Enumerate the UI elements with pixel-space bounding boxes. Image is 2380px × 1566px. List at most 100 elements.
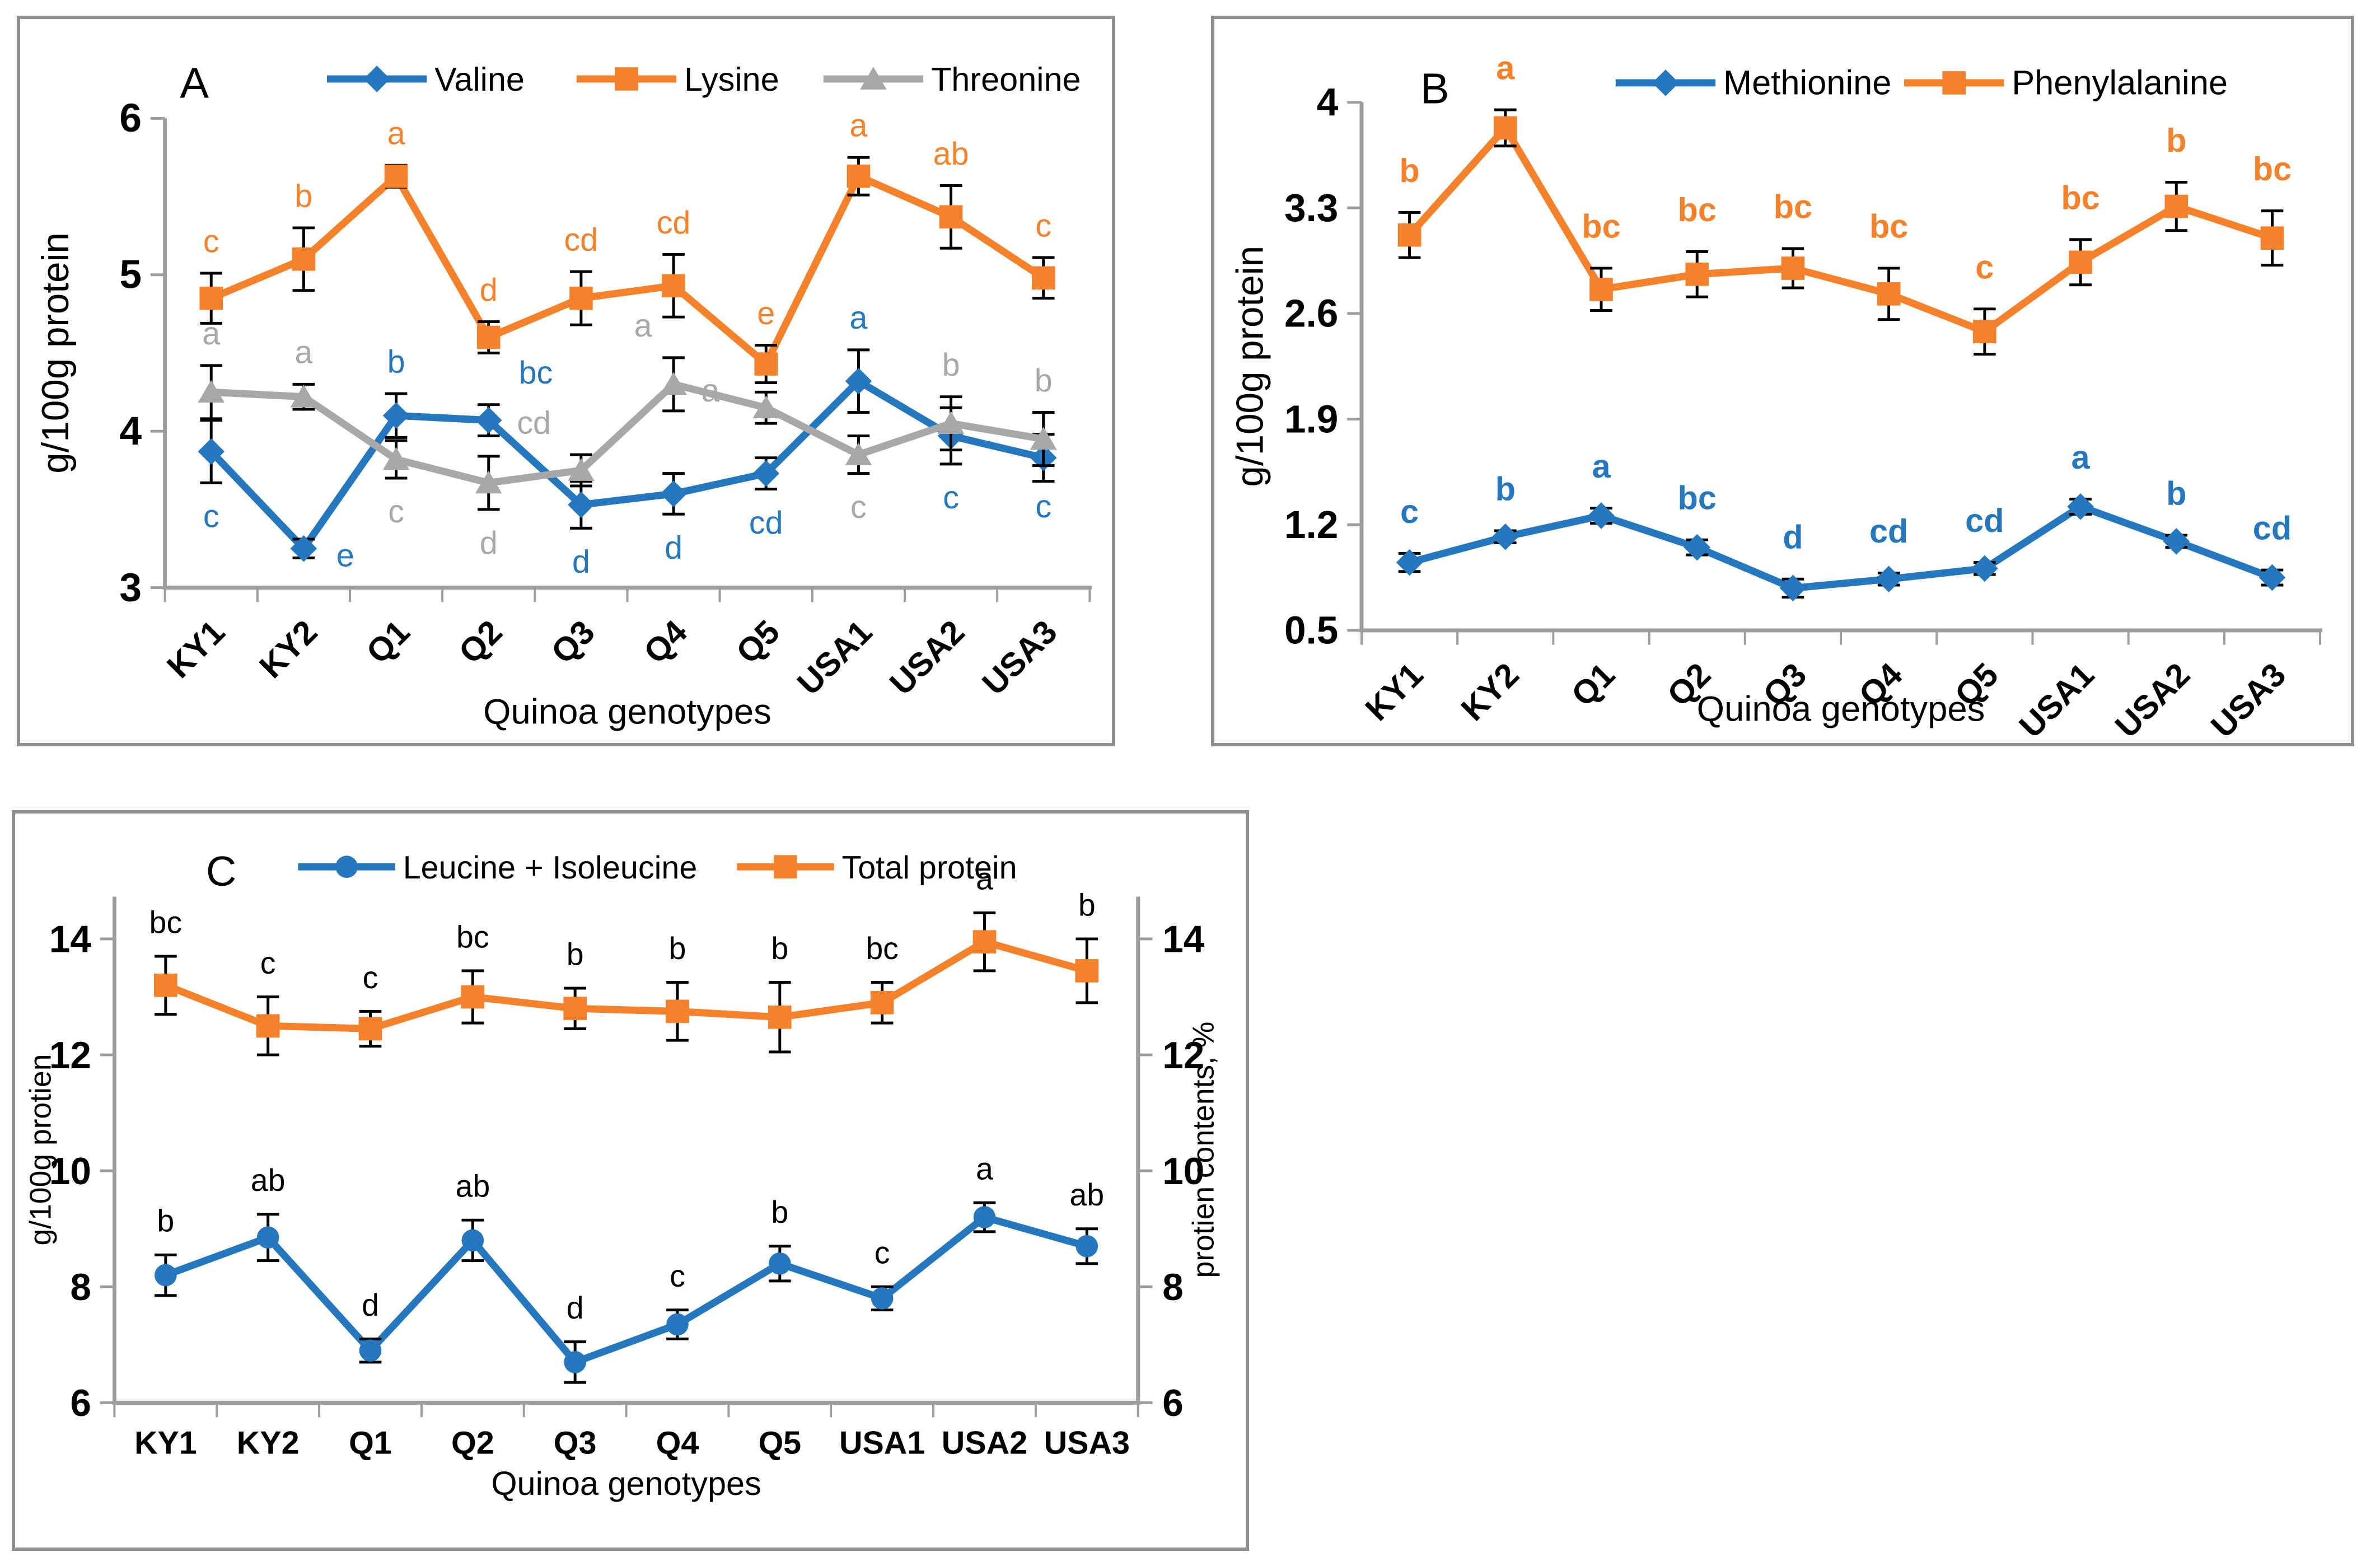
- x-tick-label: Q1: [1564, 656, 1621, 713]
- sig-letter: cd: [1965, 502, 2004, 539]
- marker-total-protein: [666, 999, 689, 1023]
- y-tick-label: 0.5: [1284, 609, 1338, 652]
- x-tick-label: USA1: [839, 1425, 925, 1461]
- sig-letter: b: [294, 178, 312, 214]
- sig-letter: cd: [657, 205, 691, 241]
- sig-letter: bc: [1582, 208, 1620, 245]
- marker-lysine: [939, 205, 963, 229]
- marker-methionine: [1971, 555, 1998, 582]
- sig-letter: bc: [1678, 191, 1717, 228]
- x-tick-label: KY2: [237, 1425, 300, 1461]
- sig-letter: cd: [517, 405, 551, 441]
- marker-leucine-isoleucine: [461, 1229, 484, 1252]
- legend-label-valine: Valine: [434, 60, 525, 98]
- legend-label-methionine: Methionine: [1723, 64, 1891, 102]
- legend-label-total-protein: Total protein: [842, 850, 1017, 886]
- marker-leucine-isoleucine: [768, 1252, 791, 1275]
- legend-marker-lysine: [615, 67, 638, 91]
- marker-lysine: [569, 286, 593, 310]
- sig-letter: ab: [933, 136, 969, 172]
- sig-letter: d: [572, 544, 590, 580]
- panel-b: 0.5 1.2 1.9 2.6 3.3 4 KY1 KY2 Q1 Q2 Q3 Q4 Q5 USA1 USA2…: [1211, 16, 2354, 746]
- marker-lysine: [384, 164, 408, 188]
- legend-label-leucine-isoleucine: Leucine + Isoleucine: [403, 850, 698, 886]
- x-tick-label: KY1: [1358, 656, 1430, 728]
- marker-leucine-isoleucine: [359, 1339, 382, 1362]
- marker-methionine: [2259, 564, 2286, 591]
- marker-threonine: [937, 411, 965, 434]
- sig-letter: c: [670, 1259, 685, 1293]
- x-axis-title: Quinoa genotypes: [1697, 689, 1985, 728]
- x-tick-label: USA3: [2204, 656, 2293, 743]
- sig-letter: d: [1783, 518, 1803, 556]
- sig-letter: a: [702, 373, 719, 409]
- marker-phenylalanine: [2260, 226, 2284, 250]
- series-line-valine: [207, 377, 1048, 553]
- series-line-leucine-isoleucine: [162, 1213, 1091, 1366]
- marker-lysine: [476, 325, 501, 349]
- sig-letter: d: [480, 525, 498, 561]
- marker-threonine: [198, 380, 225, 403]
- y-tick-label: 6: [70, 1382, 91, 1424]
- sig-letter: b: [771, 1195, 788, 1230]
- marker-phenylalanine: [1493, 116, 1517, 140]
- marker-threonine: [845, 442, 872, 465]
- x-tick-label: KY2: [1454, 656, 1526, 728]
- marker-leucine-isoleucine: [564, 1351, 586, 1373]
- sig-letter: ab: [251, 1163, 286, 1198]
- legend-label-phenylalanine: Phenylalanine: [2012, 64, 2228, 102]
- legend-marker-methionine: [1652, 69, 1679, 96]
- y-tick-label-right: 12: [1162, 1035, 1204, 1077]
- x-tick-label: KY2: [252, 613, 324, 685]
- x-tick-label: Q5: [729, 613, 787, 671]
- sig-letter: b: [1078, 887, 1096, 922]
- marker-threonine: [660, 372, 687, 395]
- sig-letter: bc: [519, 355, 553, 391]
- x-tick-label: USA3: [975, 613, 1064, 702]
- marker-phenylalanine: [2164, 194, 2189, 218]
- sig-letter: d: [362, 1288, 379, 1322]
- y-tick-label: 4: [1317, 80, 1339, 124]
- marker-valine: [475, 406, 502, 434]
- panel-title: C: [206, 848, 236, 895]
- sig-letter: e: [757, 296, 775, 331]
- sig-letter: d: [480, 272, 498, 308]
- y-tick-label: 3: [119, 565, 142, 610]
- marker-total-protein: [563, 997, 587, 1021]
- sig-letter: a: [1496, 49, 1515, 87]
- series-line-total-protein: [162, 938, 1091, 1032]
- sig-letter: bc: [1774, 188, 1812, 226]
- marker-total-protein: [256, 1014, 280, 1038]
- marker-threonine: [290, 384, 317, 408]
- sig-letter: bc: [1869, 208, 1908, 245]
- legend-label-threonine: Threonine: [931, 60, 1081, 98]
- sig-letter: cd: [2253, 509, 2292, 547]
- y-tick-label: 5: [119, 253, 142, 297]
- sig-letter: b: [1035, 363, 1053, 399]
- sig-letter: c: [1400, 493, 1419, 530]
- x-tick-label: Q2: [451, 1425, 494, 1461]
- sig-letter: b: [387, 344, 405, 380]
- series-line-phenylalanine: [1406, 124, 2276, 335]
- marker-leucine-isoleucine: [666, 1313, 689, 1336]
- sig-letter: a: [849, 108, 867, 144]
- marker-total-protein: [461, 985, 485, 1009]
- panel-c-chart: 6 8 10 12 14 6 8 10 12 14 KY1 KY2 Q1 Q2 Q3 Q4 Q5 USA1 USA2…: [24, 848, 1220, 1502]
- marker-phenylalanine: [1589, 277, 1613, 301]
- x-tick-label: Q3: [544, 613, 601, 671]
- sig-letter: c: [203, 223, 219, 259]
- sig-letter: bc: [2253, 150, 2292, 188]
- marker-total-protein: [1075, 959, 1099, 983]
- sig-letter: a: [2072, 438, 2091, 476]
- sig-letter: b: [2166, 121, 2186, 159]
- sig-letter: a: [202, 316, 220, 352]
- x-tick-label: USA3: [1044, 1425, 1130, 1461]
- panel-title: A: [180, 59, 209, 107]
- y-axis-title: g/100g protien: [24, 1054, 57, 1245]
- marker-lysine: [662, 274, 685, 298]
- sig-letter: c: [943, 480, 959, 516]
- sig-letter: b: [1495, 470, 1516, 508]
